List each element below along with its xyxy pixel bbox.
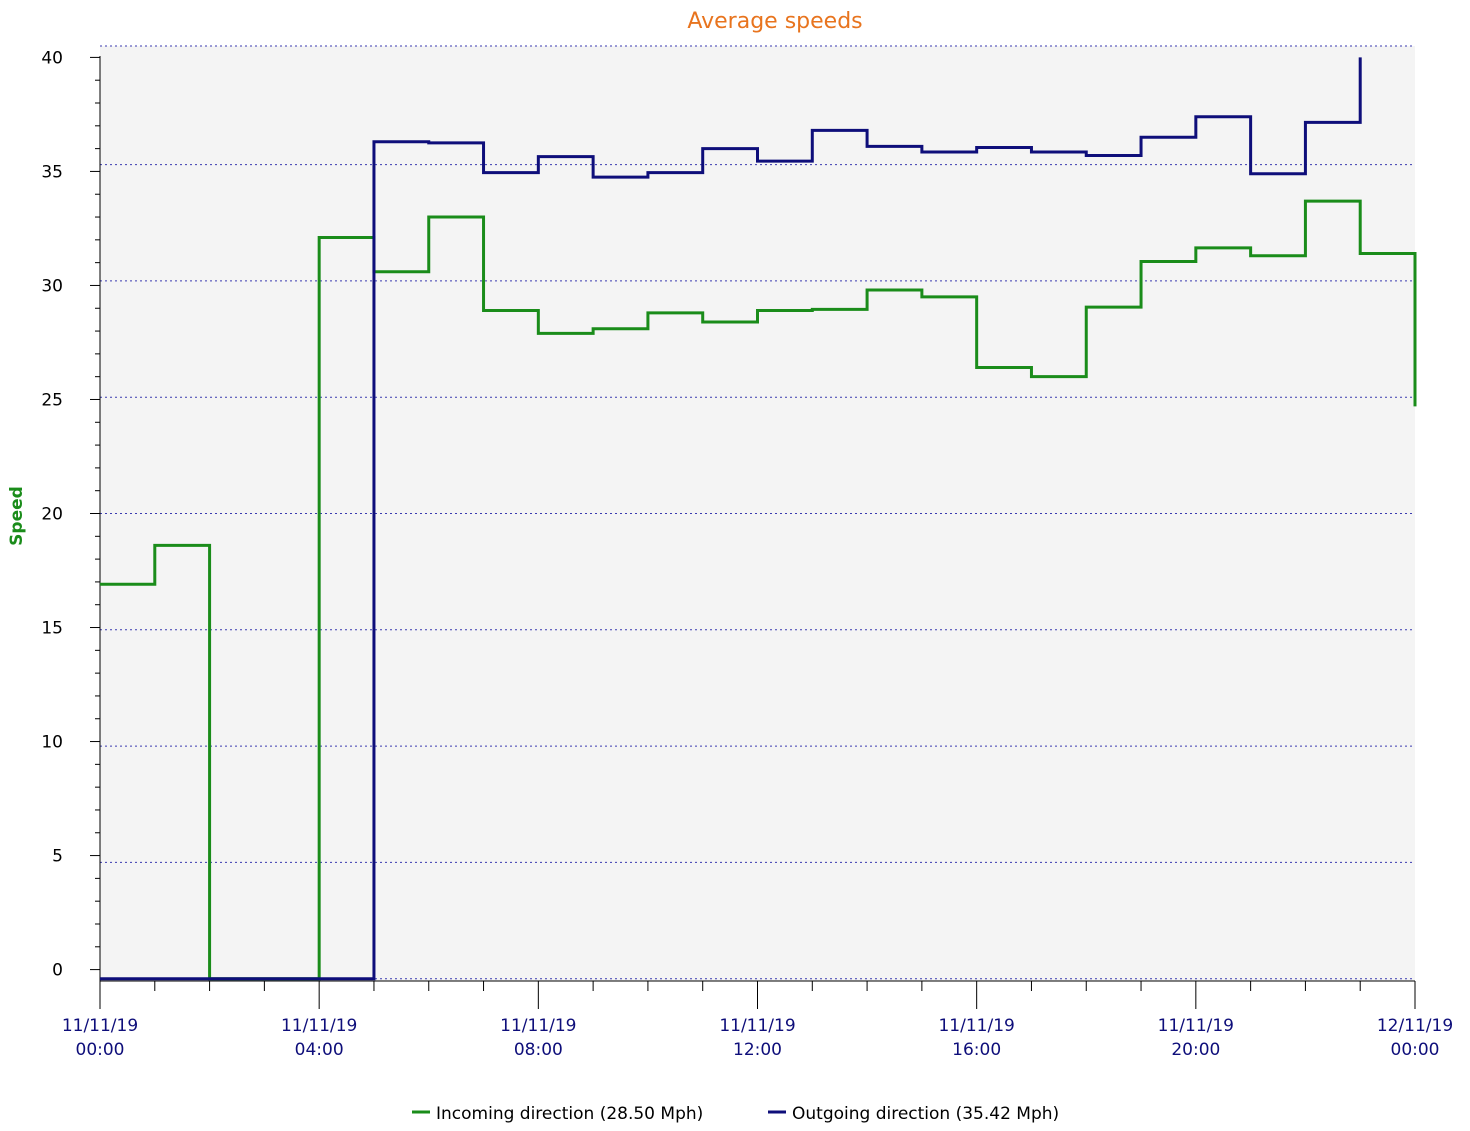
x-tick-date: 11/11/19 [719,1016,795,1036]
x-tick-date: 11/11/19 [1158,1016,1234,1036]
x-tick-time: 04:00 [295,1040,344,1060]
y-axis-label: Speed [7,486,27,546]
y-ticks: 0 5 10 15 20 25 30 35 40 [41,48,100,981]
grid [100,45,1415,980]
series-line-outgoing [100,57,1362,981]
y-tick-label: 40 [41,48,63,68]
y-tick-label: 10 [41,733,63,753]
legend-label: Outgoing direction (35.42 Mph) [792,1104,1059,1124]
x-tick-date: 11/11/19 [500,1016,576,1036]
x-tick-date: 11/11/19 [62,1016,138,1036]
x-ticks: 11/11/19 00:00 11/11/19 04:00 11/11/19 08:00 1… [62,981,1453,1060]
y-tick-label: 20 [41,505,63,525]
x-tick-time: 00:00 [1391,1040,1440,1060]
plot-area [100,46,1415,981]
y-tick-label: 0 [52,961,63,981]
x-tick-time: 20:00 [1171,1040,1220,1060]
x-tick-time: 00:00 [76,1040,125,1060]
x-tick-time: 16:00 [952,1040,1001,1060]
y-tick-label: 25 [41,390,63,410]
x-tick-date: 11/11/19 [281,1016,357,1036]
x-tick-date: 12/11/19 [1377,1016,1453,1036]
y-tick-label: 30 [41,276,63,296]
y-tick-label: 15 [41,619,63,639]
chart-title: Average speeds [687,9,862,34]
x-tick-time: 08:00 [514,1040,563,1060]
y-tick-label: 5 [52,847,63,867]
y-tick-label: 35 [41,162,63,182]
legend-label: Incoming direction (28.50 Mph) [436,1104,703,1124]
x-tick-time: 12:00 [733,1040,782,1060]
series [100,57,1417,981]
legend: Incoming direction (28.50 Mph) Outgoing d… [412,1104,1059,1124]
x-tick-date: 11/11/19 [938,1016,1014,1036]
